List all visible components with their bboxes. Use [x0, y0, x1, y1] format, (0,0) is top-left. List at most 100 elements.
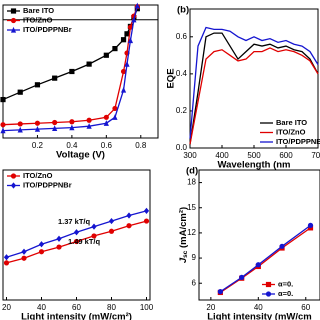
- marker: [108, 228, 115, 234]
- marker: [126, 223, 132, 229]
- y-label-unit: (mA/cm²): [178, 207, 189, 251]
- y-tick-label: 0.0: [176, 143, 188, 152]
- y-tick-label: 0.4: [176, 69, 188, 78]
- marker: [21, 255, 27, 261]
- x-tick-label: 40: [254, 303, 263, 312]
- marker: [10, 17, 17, 24]
- legend-label: ITO/PDPPNBr: [276, 137, 320, 146]
- x-tick-label: 300: [183, 151, 197, 160]
- x-axis-label: Wavelength (nm: [217, 160, 290, 171]
- x-axis-label: Voltage (V): [56, 150, 105, 161]
- marker: [73, 238, 80, 245]
- y-tick-label: 6: [192, 278, 197, 287]
- marker: [265, 281, 272, 288]
- y-axis-label: Jsc (mA/cm²): [178, 207, 189, 263]
- y-tick-label: 12: [187, 228, 196, 237]
- y-tick-label: 15: [187, 203, 196, 212]
- marker: [34, 126, 41, 132]
- marker: [10, 182, 17, 189]
- marker: [124, 31, 130, 37]
- marker: [17, 121, 23, 127]
- plot-frame: [198, 169, 320, 301]
- marker: [103, 114, 109, 120]
- marker: [143, 218, 150, 224]
- marker: [86, 123, 92, 129]
- legend-label: ITO/ZnO: [276, 127, 306, 136]
- marker: [120, 37, 127, 43]
- y-label-subscript: sc: [182, 250, 189, 258]
- marker: [91, 233, 97, 239]
- marker: [126, 212, 132, 219]
- marker: [131, 16, 137, 23]
- marker: [52, 125, 58, 131]
- annotation: 1.49 kT/q: [68, 237, 101, 246]
- x-tick-label: 60: [301, 303, 310, 312]
- series-line: [189, 26, 319, 139]
- marker: [21, 248, 27, 255]
- legend-label: Bare ITO: [276, 118, 307, 127]
- marker: [69, 119, 75, 125]
- marker: [103, 120, 109, 126]
- x-axis-label: Light intensity (mW/cm²): [21, 312, 132, 320]
- x-tick-label: 20: [2, 303, 11, 312]
- marker: [17, 126, 23, 133]
- annotation: 1.37 kT/q: [58, 217, 91, 226]
- y-tick-label: 0.6: [176, 32, 188, 41]
- legend-label: ITO/PDPPNBr: [23, 25, 72, 34]
- marker: [265, 291, 272, 297]
- x-tick-label: 20: [206, 303, 215, 312]
- marker: [217, 289, 223, 295]
- x-axis-label: Light intensity (mW/cm: [207, 312, 312, 320]
- marker: [38, 241, 45, 248]
- legend-label: ITO/ZnO: [23, 171, 53, 180]
- marker: [127, 24, 134, 30]
- x-tick-label: 0.6: [101, 141, 113, 150]
- marker: [3, 260, 10, 266]
- marker: [0, 96, 6, 103]
- marker: [86, 117, 92, 123]
- marker: [124, 61, 130, 67]
- marker: [38, 249, 45, 255]
- marker: [108, 217, 115, 225]
- marker: [10, 8, 17, 14]
- x-tick-label: 0.8: [135, 141, 147, 150]
- marker: [56, 244, 62, 250]
- marker: [112, 114, 118, 120]
- marker: [0, 127, 6, 134]
- y-axis-label: EQE: [166, 68, 177, 88]
- x-tick-label: 0.4: [66, 141, 78, 150]
- x-tick-label: 80: [107, 303, 116, 312]
- x-tick-label: 0.2: [32, 141, 44, 150]
- marker: [69, 124, 75, 131]
- panel-label: (d): [186, 166, 198, 177]
- marker: [73, 229, 80, 236]
- marker: [239, 274, 245, 280]
- marker: [52, 75, 58, 81]
- legend-label: ITO/ZnO: [23, 15, 53, 24]
- legend-label: Bare ITO: [23, 6, 54, 15]
- legend-label: α=0.: [278, 279, 293, 288]
- y-tick-label: 0.2: [176, 106, 188, 115]
- x-tick-label: 700: [311, 151, 320, 160]
- y-tick-label: 18: [187, 178, 196, 187]
- marker: [34, 82, 41, 88]
- marker: [120, 68, 127, 75]
- marker: [34, 120, 41, 126]
- panel-label: (b): [177, 5, 189, 16]
- series-line: [219, 224, 311, 293]
- marker: [255, 262, 261, 268]
- legend-label: ITO/PDPPNBr: [23, 180, 72, 189]
- marker: [17, 89, 23, 95]
- series-line: [189, 47, 319, 145]
- marker: [112, 105, 118, 112]
- marker: [10, 26, 17, 33]
- x-tick-label: 60: [72, 303, 81, 312]
- marker: [103, 52, 109, 58]
- marker: [279, 243, 285, 249]
- marker: [69, 68, 75, 75]
- series-line: [189, 32, 319, 145]
- x-tick-label: 100: [140, 303, 154, 312]
- marker: [307, 222, 314, 228]
